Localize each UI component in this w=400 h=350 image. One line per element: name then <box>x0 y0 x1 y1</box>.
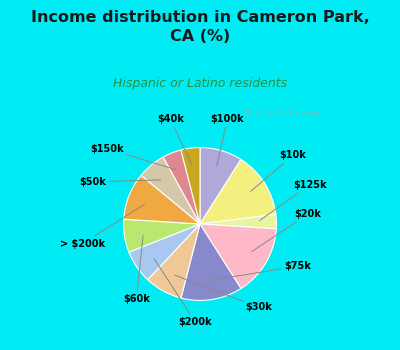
Wedge shape <box>200 160 276 224</box>
Wedge shape <box>148 224 200 298</box>
Text: Hispanic or Latino residents: Hispanic or Latino residents <box>113 77 287 90</box>
Text: $40k: $40k <box>157 114 192 164</box>
Wedge shape <box>200 215 276 229</box>
Wedge shape <box>141 157 200 224</box>
Wedge shape <box>163 150 200 224</box>
Text: $30k: $30k <box>175 275 272 312</box>
Text: $75k: $75k <box>212 261 312 280</box>
Text: $150k: $150k <box>90 144 176 170</box>
Text: $100k: $100k <box>211 114 244 166</box>
Wedge shape <box>124 219 200 252</box>
Text: $125k: $125k <box>260 180 326 220</box>
Wedge shape <box>124 175 200 224</box>
Text: $60k: $60k <box>123 236 150 304</box>
Text: > $200k: > $200k <box>60 204 144 248</box>
Text: Income distribution in Cameron Park,
CA (%): Income distribution in Cameron Park, CA … <box>31 10 369 44</box>
Text: $50k: $50k <box>79 177 161 187</box>
Wedge shape <box>129 224 200 280</box>
Text: © City-Data.com: © City-Data.com <box>244 109 320 118</box>
Text: $20k: $20k <box>252 209 321 252</box>
Wedge shape <box>181 148 200 224</box>
Wedge shape <box>200 224 276 288</box>
Text: $10k: $10k <box>250 150 306 191</box>
Wedge shape <box>181 224 241 300</box>
Text: $200k: $200k <box>154 259 212 327</box>
Wedge shape <box>200 148 241 224</box>
